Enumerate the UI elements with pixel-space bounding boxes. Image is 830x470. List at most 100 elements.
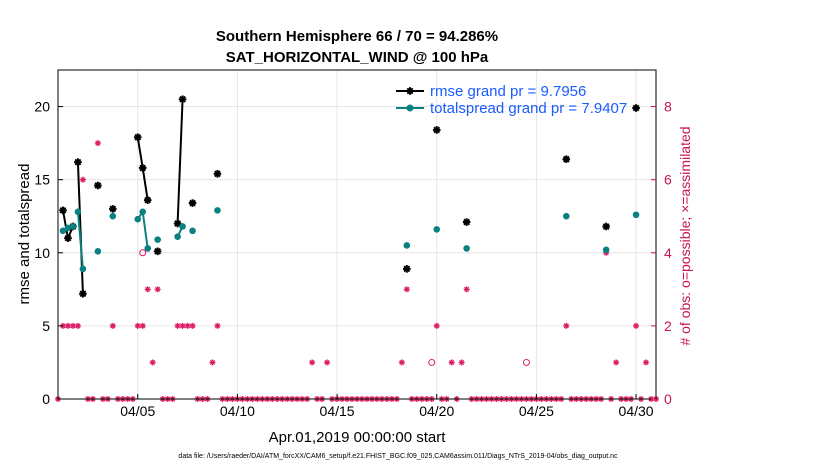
obs-assimilated-marker	[74, 322, 81, 329]
series-layer	[59, 95, 640, 298]
x-axis-label: Apr.01,2019 00:00:00 start	[269, 429, 447, 446]
spread-point	[79, 265, 87, 273]
spread-point	[632, 211, 640, 219]
obs-assimilated-marker	[613, 359, 620, 366]
rmse-point	[74, 158, 82, 166]
rmse-point	[562, 155, 571, 163]
spread-line	[76, 211, 84, 269]
obs-assimilated-marker	[109, 322, 116, 329]
obs-assimilated-marker	[144, 286, 151, 293]
rmse-point	[138, 164, 147, 172]
rmse-point	[602, 222, 610, 231]
obs-possible-marker	[522, 358, 530, 366]
obs-assimilated-marker	[134, 322, 141, 329]
rmse-line	[176, 99, 184, 224]
legend-rmse-label: rmse grand pr = 9.7956	[430, 83, 586, 100]
spread-point	[134, 215, 142, 223]
x-tick-label: 04/15	[320, 403, 355, 419]
obs-assimilated-marker	[149, 359, 156, 366]
rmse-point	[64, 234, 72, 242]
spread-point	[144, 245, 151, 252]
obs-assimilated-marker	[448, 359, 455, 366]
obs-assimilated-marker	[69, 322, 76, 329]
spread-point	[433, 226, 441, 233]
spread-point	[463, 245, 470, 252]
obs-assimilated-marker	[643, 359, 650, 366]
data-file-footer: data file: /Users/raeder/DAI/ATM_forcXX/…	[178, 453, 618, 460]
rmse-point	[94, 181, 102, 190]
axis-ticks: 04/05 04/10 04/15 04/20 04/25 04/30 0 5 10 15 20 0 2…	[34, 99, 672, 419]
spread-point	[139, 208, 147, 216]
x-tick-label: 04/10	[220, 403, 255, 419]
obs-assimilated-marker	[139, 322, 146, 329]
obs-assimilated-marker	[563, 322, 570, 329]
spread-point	[174, 233, 181, 240]
rmse-point	[133, 133, 142, 142]
y-tick-label: 20	[34, 99, 50, 115]
spread-point	[69, 223, 77, 230]
spread-point	[403, 242, 411, 249]
spread-point	[214, 207, 221, 214]
rmse-point	[59, 206, 67, 215]
rmse-point	[153, 247, 162, 256]
obs-assimilated-marker	[309, 359, 316, 366]
y2-tick-label: 6	[664, 172, 672, 188]
x-tick-label: 04/30	[619, 403, 654, 419]
legend-spread-marker	[406, 104, 414, 112]
spread-point	[109, 212, 117, 220]
rmse-point	[188, 199, 197, 207]
x-tick-label: 04/25	[519, 403, 554, 419]
spread-point	[94, 248, 102, 255]
spread-point	[602, 246, 610, 254]
obs-assimilated-marker	[214, 322, 221, 329]
spread-point	[189, 227, 196, 235]
spread-point	[154, 236, 161, 243]
rmse-point	[432, 126, 441, 134]
rmse-point	[632, 104, 640, 112]
y-tick-label: 15	[34, 172, 50, 188]
y2-axis-label: # of obs: o=possible; ×=assimilated	[677, 126, 693, 345]
obs-assimilated-marker	[398, 359, 405, 366]
obs-possible-marker	[428, 358, 436, 366]
rmse-point	[109, 205, 117, 213]
spread-point	[179, 223, 186, 230]
spread-point	[64, 224, 72, 232]
legend-rmse-marker	[406, 87, 414, 95]
spread-point	[59, 227, 67, 235]
chart-subtitle: SAT_HORIZONTAL_WIND @ 100 hPa	[226, 49, 489, 66]
y2-tick-label: 4	[664, 245, 672, 261]
y-tick-label: 5	[42, 318, 50, 334]
y-axis-label: rmse and totalspread	[16, 164, 33, 305]
rmse-point	[213, 170, 222, 178]
obs-assimilated-marker	[463, 286, 470, 293]
legend: rmse grand pr = 9.7956 totalspread grand…	[396, 83, 627, 117]
obs-assimilated-marker	[79, 176, 86, 183]
spread-point	[74, 208, 82, 216]
chart-title: Southern Hemisphere 66 / 70 = 94.286%	[216, 28, 498, 45]
y2-tick-label: 2	[664, 318, 672, 334]
rmse-point	[403, 265, 411, 273]
rmse-point	[173, 219, 182, 228]
obs-assimilated-marker	[403, 286, 410, 293]
spread-point	[563, 212, 570, 220]
obs-assimilated-marker	[458, 359, 465, 366]
obs-assimilated-marker	[433, 322, 440, 329]
grid	[58, 70, 656, 400]
obs-possible-marker	[139, 249, 147, 257]
obs-assimilated-marker	[189, 322, 196, 329]
obs-assimilated-marker	[154, 286, 161, 293]
y2-tick-label: 8	[664, 99, 672, 115]
obs-assimilated-marker	[633, 322, 640, 329]
x-tick-label: 04/20	[419, 403, 454, 419]
rmse-point	[79, 289, 87, 298]
obs-assimilated-marker	[209, 359, 216, 366]
y-tick-label: 10	[34, 245, 50, 261]
rmse-point	[462, 218, 471, 226]
obs-assimilated-marker	[174, 322, 181, 329]
rmse-point	[143, 196, 152, 204]
obs-assimilated-marker	[94, 140, 101, 147]
y-tick-label: 0	[42, 391, 50, 407]
obs-assimilated-marker	[324, 359, 331, 366]
plot-frame	[57, 69, 657, 400]
